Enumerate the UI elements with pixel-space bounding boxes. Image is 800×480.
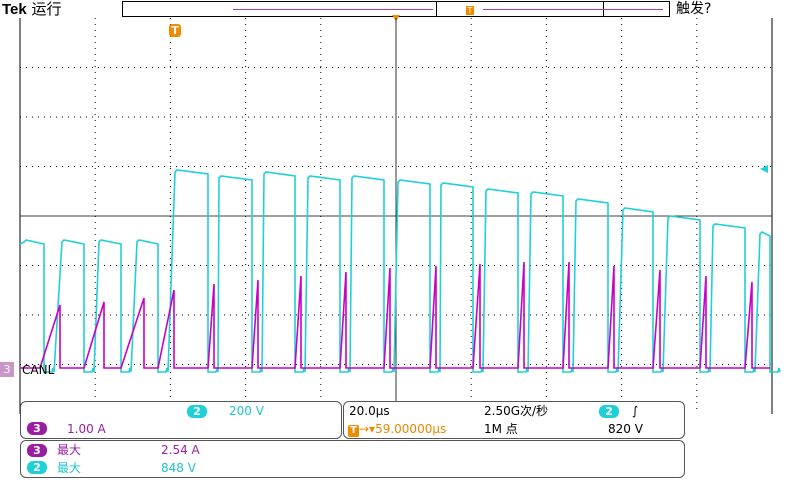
brand-logo: Tek [2, 1, 27, 18]
sample-rate: 2.50G次/秒 [484, 404, 549, 418]
stat-row-1-value: 2.54 A [161, 443, 200, 457]
ch3-badge[interactable]: 3 [27, 422, 47, 435]
stat-row-1-label: 最大 [57, 443, 82, 457]
run-state: 运行 [31, 0, 62, 18]
record-trigger-icon: T [466, 6, 474, 15]
trigger-level-arrow-icon[interactable] [760, 165, 768, 173]
stat-row-2-badge[interactable]: 2 [27, 461, 47, 474]
trigger-slope-icon: ∫ [632, 404, 639, 418]
trigger-status: 触发? [676, 1, 712, 17]
trigger-position-icon: T [348, 425, 359, 437]
ch2-scale: 200 V [229, 404, 264, 418]
stat-row-2-label: 最大 [57, 461, 82, 475]
top-status-bar: Tek 运行 T 触发? [0, 0, 800, 21]
ch2-badge[interactable]: 2 [187, 405, 207, 418]
stat-row-1-badge[interactable]: 3 [27, 444, 47, 457]
trigger-position-value: →▾59.00000µs [359, 422, 447, 436]
ch3-label: CANL [22, 363, 55, 377]
timebase-panel[interactable]: 20.0µs 2.50G次/秒 2 ∫ T →▾59.00000µs 1M 点 8… [343, 401, 685, 439]
ch2-waveform [19, 169, 781, 373]
ch3-ground-marker-icon[interactable]: 3 [0, 362, 14, 377]
trigger-t-icon[interactable]: T [169, 24, 181, 37]
trigger-source-badge[interactable]: 2 [599, 405, 619, 418]
record-length: 1M 点 [484, 422, 518, 436]
record-trace-right [483, 9, 663, 10]
record-trace [233, 9, 433, 10]
time-per-div: 20.0µs [349, 404, 390, 418]
trigger-position: T →▾59.00000µs [348, 422, 446, 437]
stat-row-2-value: 848 V [161, 461, 196, 475]
channel-scale-panel[interactable]: 2 200 V 3 1.00 A [20, 401, 342, 439]
brand-run-state: Tek 运行 [2, 0, 62, 19]
measurement-stats-panel[interactable]: 3 最大 2.54 A 2 最大 848 V [20, 440, 685, 478]
ch3-scale: 1.00 A [67, 422, 106, 436]
ch3-waveform [20, 261, 770, 369]
trigger-level: 820 V [608, 422, 643, 436]
